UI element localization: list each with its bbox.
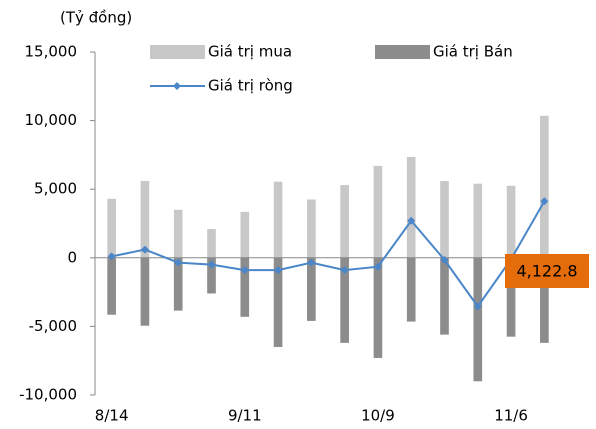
bar bbox=[506, 185, 516, 258]
bar bbox=[373, 165, 383, 258]
marker bbox=[274, 266, 283, 275]
bar bbox=[473, 183, 483, 258]
x-tick-label: 11/6 bbox=[494, 407, 528, 425]
legend-marker bbox=[173, 82, 181, 90]
bar bbox=[540, 257, 549, 343]
bar bbox=[140, 180, 150, 258]
bar bbox=[440, 180, 449, 258]
y-tick-label: 15,000 bbox=[25, 43, 78, 61]
annotation-box bbox=[505, 254, 589, 288]
bar bbox=[273, 257, 283, 347]
bar bbox=[173, 209, 183, 258]
y-tick-label: 10,000 bbox=[25, 111, 78, 129]
bar bbox=[207, 257, 216, 294]
bar bbox=[140, 257, 150, 326]
y-tick-label: 0 bbox=[67, 248, 77, 266]
y-axis-label: (Tỷ đồng) bbox=[60, 9, 132, 27]
marker bbox=[473, 302, 482, 311]
bar bbox=[107, 198, 116, 258]
bar bbox=[406, 257, 416, 322]
data-label: 4,122.8 bbox=[516, 262, 577, 281]
y-tick-label: -10,000 bbox=[19, 386, 77, 404]
bar bbox=[240, 257, 250, 317]
bar bbox=[473, 257, 483, 382]
x-tick-label: 10/9 bbox=[361, 407, 395, 425]
bar bbox=[440, 257, 449, 335]
marker bbox=[373, 262, 382, 271]
marker bbox=[174, 258, 183, 267]
bar bbox=[340, 185, 349, 258]
marker bbox=[307, 258, 316, 267]
bar bbox=[273, 181, 283, 258]
bar bbox=[540, 115, 549, 258]
marker bbox=[107, 252, 116, 261]
bar bbox=[373, 257, 383, 358]
x-tick-label: 8/14 bbox=[95, 407, 129, 425]
marker bbox=[207, 260, 216, 269]
marker bbox=[440, 255, 449, 264]
legend-swatch bbox=[150, 45, 205, 59]
x-tick-label: 9/11 bbox=[228, 407, 262, 425]
bar bbox=[107, 257, 116, 315]
bar bbox=[406, 156, 416, 258]
legend-label: Giá trị Bán bbox=[433, 43, 513, 61]
bar bbox=[506, 257, 516, 337]
bar bbox=[340, 257, 349, 343]
legend-label: Giá trị mua bbox=[208, 43, 292, 61]
bar bbox=[307, 199, 316, 258]
marker bbox=[340, 266, 349, 275]
marker bbox=[540, 197, 549, 206]
bar bbox=[173, 257, 183, 311]
line bbox=[111, 200, 546, 309]
y-tick-label: 5,000 bbox=[34, 180, 77, 198]
marker bbox=[240, 266, 249, 275]
legend-label: Giá trị ròng bbox=[208, 77, 293, 95]
marker bbox=[407, 216, 416, 225]
bar bbox=[207, 228, 216, 258]
bar bbox=[240, 211, 250, 258]
y-tick-label: -5,000 bbox=[29, 317, 77, 335]
marker bbox=[140, 245, 149, 254]
bar bbox=[307, 257, 316, 321]
legend-swatch bbox=[375, 45, 430, 59]
